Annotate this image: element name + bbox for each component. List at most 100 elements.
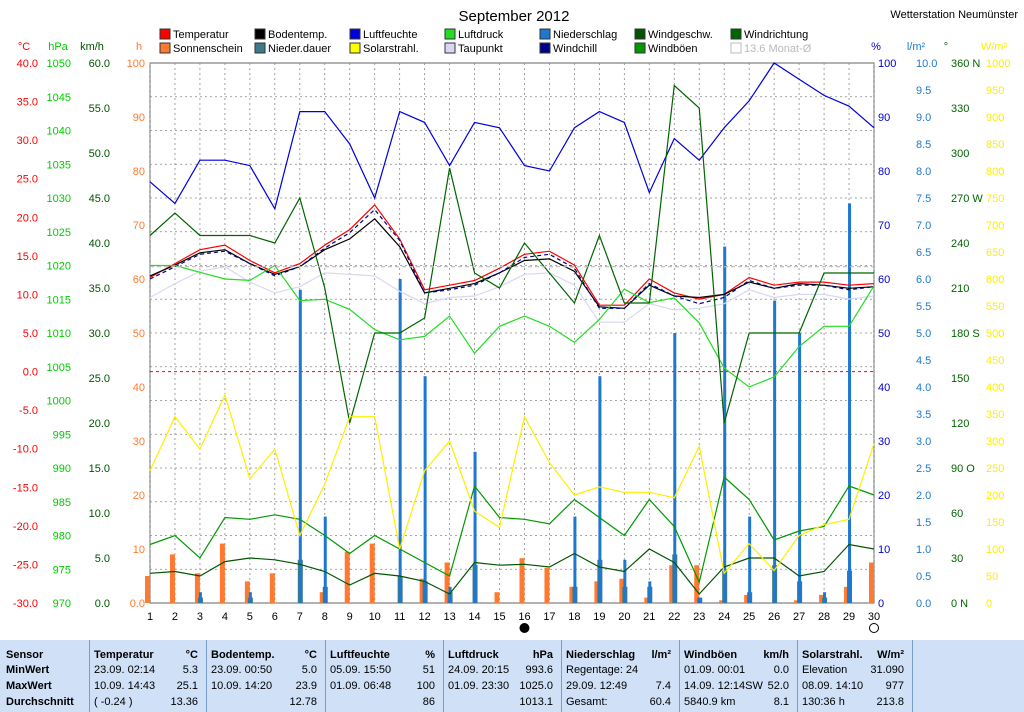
legend-label: Taupunkt (458, 43, 503, 55)
statistics-panel: Sensor MinWert MaxWert Durchschnitt Temperat… (0, 640, 1024, 712)
sunshine-tick-label: 40 (133, 382, 145, 394)
rain-tick-label: 3.0 (916, 436, 931, 448)
wind-tick-label: 10.0 (89, 508, 110, 520)
rain-bar (748, 516, 752, 603)
day-tick-label: 3 (197, 611, 203, 623)
sunshine-tick-label: 70 (133, 220, 145, 232)
day-tick-label: 9 (347, 611, 353, 623)
series-windb-en-line (149, 475, 875, 585)
day-tick-label: 30 (868, 611, 880, 623)
rain-bar (648, 581, 652, 603)
temp-tick-label: 30.0 (17, 135, 38, 147)
sunshine-bar (444, 562, 450, 603)
day-tick-label: 23 (693, 611, 705, 623)
sunshine-bar (819, 594, 825, 603)
rain-tick-label: 9.0 (916, 112, 931, 124)
wind-tick-label: 5.0 (95, 553, 110, 565)
pressure-tick-label: 975 (53, 564, 71, 576)
winddir-tick-label: 300 (951, 148, 969, 160)
temp-tick-label: 5.0 (23, 328, 38, 340)
wind-tick-label: 50.0 (89, 148, 110, 160)
solar-tick-label: 700 (986, 220, 1004, 232)
sunshine-tick-label: 0.0 (130, 598, 145, 610)
sunshine-bar (319, 592, 325, 603)
solar-tick-label: 250 (986, 463, 1004, 475)
sunshine-bar (494, 592, 500, 603)
day-tick-label: 24 (718, 611, 730, 623)
winddir-tick-label: 90 O (951, 463, 975, 475)
stats-cell-value: 7.4 (655, 680, 671, 692)
sunshine-tick-label: 30 (133, 436, 145, 448)
stats-cell-value: 8.1 (773, 696, 789, 708)
day-tick-label: 14 (468, 611, 480, 623)
day-tick-label: 7 (297, 611, 303, 623)
pressure-tick-label: 1015 (47, 294, 71, 306)
stats-column: Temperatur °C 23.09. 02:14 5.3 10.09. 14:43 2… (90, 640, 207, 712)
winddir-tick-label: 150 (951, 373, 969, 385)
rain-tick-label: 3.5 (916, 409, 931, 421)
chart-svg: September 2012 Wetterstation Neumünster °C… (13, 8, 1018, 633)
stats-column: Luftfeuchte% 05.09. 15:50 51 01.09. 06:48 10… (326, 640, 444, 712)
series-luftfeuchte-line (149, 62, 875, 211)
stats-cell-value: 86 (422, 696, 435, 708)
wind-tick-label: 40.0 (89, 238, 110, 250)
stats-cell-time: 14.09. 12:14SW (684, 680, 763, 692)
legend-label: Windchill (553, 43, 597, 55)
pressure-tick-label: 1010 (47, 328, 71, 340)
stats-cell-value: 100 (416, 680, 435, 692)
stats-column: Windböen km/h 01.09. 00:01 0.0 14.09. 12:14S… (680, 640, 798, 712)
rain-bar (598, 376, 602, 603)
series-luftdruck-line (150, 264, 875, 388)
rain-bar (448, 586, 452, 603)
sunshine-bar (344, 551, 350, 603)
legend-swatch (444, 28, 456, 40)
pressure-tick-label: 1025 (47, 227, 71, 239)
pressure-axis-unit: hPa (48, 41, 68, 53)
sunshine-axis-unit: h (136, 41, 142, 53)
sunshine-bar (219, 543, 225, 603)
stats-cell-time: 24.09. 20:15 (448, 664, 510, 676)
stats-cell-value: 1025.0 (519, 680, 553, 692)
winddir-tick-label: 330 (951, 103, 969, 115)
humidity-tick-label: 90 (878, 112, 890, 124)
winddir-tick-label: 0 N (951, 598, 968, 610)
legend-swatch (444, 42, 456, 54)
pressure-tick-label: 1030 (47, 193, 71, 205)
humidity-tick-label: 20 (878, 490, 890, 502)
temp-tick-label: 25.0 (17, 174, 38, 186)
rain-bar (323, 516, 327, 603)
moon-new-icon (519, 623, 530, 633)
winddir-tick-label: 240 (951, 238, 969, 250)
solar-tick-label: 0 (986, 598, 992, 610)
stats-cell-time: 23.09. 00:50 (211, 664, 273, 676)
rain-tick-label: 1.0 (916, 544, 931, 556)
stats-cell-time: 08.09. 14:10 (802, 680, 864, 692)
humidity-tick-label: 50 (878, 328, 890, 340)
winddir-tick-label: 180 S (951, 328, 980, 340)
legend-swatch (730, 28, 742, 40)
rain-tick-label: 7.0 (916, 220, 931, 232)
stats-row-label: Durchschnitt (6, 696, 74, 708)
rain-bar (673, 333, 677, 603)
stats-column: Solarstrahl. W/m² Elevation 31.090 08.09. 14… (798, 640, 913, 712)
winddir-axis-unit: ° (944, 41, 948, 53)
humidity-tick-label: 70 (878, 220, 890, 232)
winddir-tick-label: 270 W (951, 193, 983, 205)
sunshine-bar (269, 573, 275, 603)
pressure-tick-label: 1020 (47, 261, 71, 273)
rain-tick-label: 5.5 (916, 301, 931, 313)
temp-tick-label: 15.0 (17, 251, 38, 263)
winddir-tick-label: 120 (951, 418, 969, 430)
rain-tick-label: 2.0 (916, 490, 931, 502)
stats-row-label: MinWert (6, 664, 50, 676)
stats-cell-time: 10.09. 14:43 (94, 680, 156, 692)
day-tick-label: 13 (443, 611, 455, 623)
rain-tick-label: 4.5 (916, 355, 931, 367)
day-tick-label: 5 (247, 611, 253, 623)
legend-label: Solarstrahl. (363, 43, 419, 55)
stats-cell-value: 25.1 (176, 680, 198, 692)
pressure-tick-label: 1040 (47, 126, 71, 138)
rain-bar (573, 516, 577, 603)
sunshine-tick-label: 100 (127, 58, 145, 70)
rain-bar (248, 592, 252, 603)
